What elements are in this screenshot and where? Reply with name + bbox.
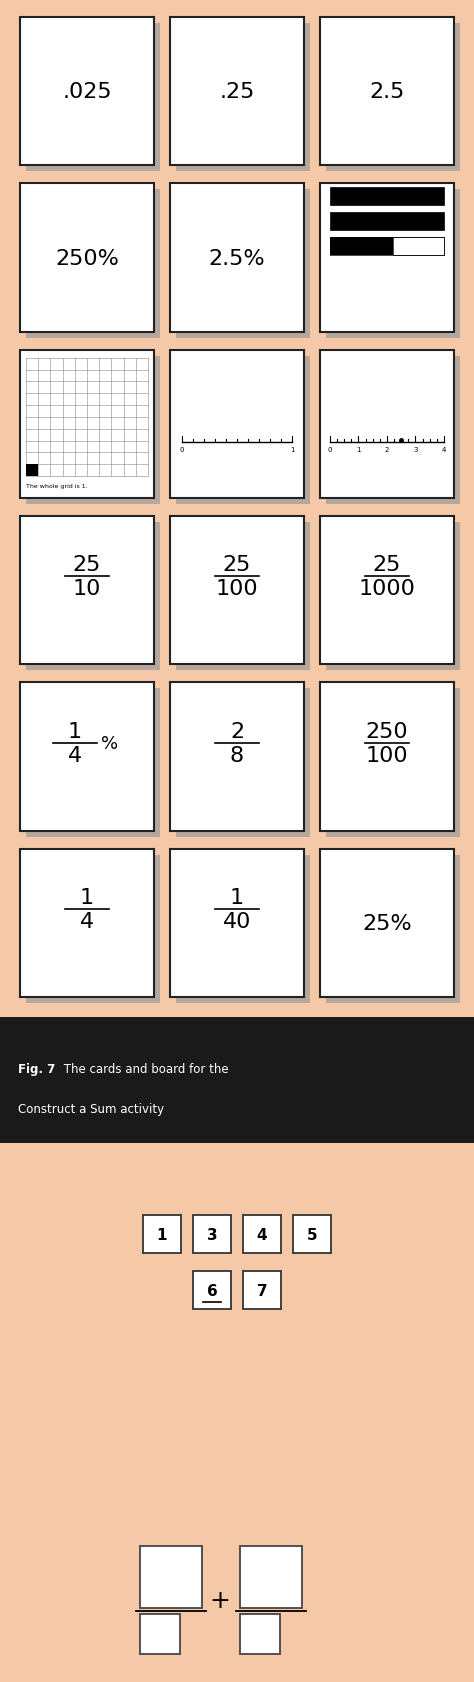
Bar (0, 0, 474, 1018)
Bar (176, 24, 310, 172)
Text: 25: 25 (223, 555, 251, 575)
Bar (176, 856, 310, 1004)
Bar (176, 357, 310, 505)
Bar (140, 1615, 180, 1653)
Bar (20, 516, 154, 664)
Bar (20, 849, 154, 997)
Bar (26, 856, 160, 1004)
Text: 2.5: 2.5 (369, 82, 405, 103)
Bar (320, 19, 454, 167)
Bar (176, 190, 310, 338)
Bar (330, 239, 444, 256)
Text: 4: 4 (68, 745, 82, 765)
Text: Fig. 7: Fig. 7 (18, 1063, 55, 1075)
Bar (326, 24, 460, 172)
Bar (170, 849, 304, 997)
Text: 4: 4 (257, 1228, 267, 1243)
Text: 6: 6 (207, 1283, 218, 1299)
Text: %: % (101, 735, 118, 752)
Text: The whole grid is 1.: The whole grid is 1. (26, 483, 88, 488)
Bar (170, 350, 304, 500)
Bar (326, 357, 460, 505)
Text: 1: 1 (290, 446, 294, 452)
Bar (320, 683, 454, 831)
Bar (170, 683, 304, 831)
Bar (293, 1216, 331, 1253)
Text: 10: 10 (73, 579, 101, 599)
Bar (20, 683, 154, 831)
Bar (326, 523, 460, 671)
Bar (240, 1615, 280, 1653)
Bar (26, 357, 160, 505)
Bar (26, 24, 160, 172)
Text: 0: 0 (180, 446, 184, 452)
Bar (0, 1144, 474, 1682)
Text: +: + (210, 1588, 230, 1611)
Text: 1: 1 (80, 888, 94, 908)
Bar (26, 190, 160, 338)
Bar (320, 350, 454, 500)
Text: 250%: 250% (55, 249, 119, 269)
Text: 4: 4 (80, 912, 94, 932)
Bar (326, 856, 460, 1004)
Bar (170, 516, 304, 664)
Bar (330, 188, 444, 207)
Text: 1: 1 (157, 1228, 167, 1243)
Bar (26, 690, 160, 838)
Bar (170, 185, 304, 333)
Text: 25%: 25% (362, 913, 412, 934)
Bar (243, 1216, 281, 1253)
Bar (0, 1018, 474, 1144)
Bar (143, 1216, 181, 1253)
Text: 1: 1 (356, 446, 361, 452)
Text: 100: 100 (216, 579, 258, 599)
Bar (140, 1546, 202, 1608)
Bar (320, 185, 454, 333)
Text: 40: 40 (223, 912, 251, 932)
Bar (26, 464, 38, 476)
Text: The cards and board for the: The cards and board for the (60, 1063, 228, 1075)
Text: 1: 1 (230, 888, 244, 908)
Bar (330, 239, 392, 256)
Text: 4: 4 (442, 446, 446, 452)
Bar (20, 19, 154, 167)
Text: 5: 5 (307, 1228, 317, 1243)
Text: .25: .25 (219, 82, 255, 103)
Text: 2: 2 (385, 446, 389, 452)
Text: 8: 8 (230, 745, 244, 765)
Bar (320, 516, 454, 664)
Bar (392, 239, 444, 256)
Bar (330, 214, 444, 230)
Text: 3: 3 (413, 446, 418, 452)
Text: Construct a Sum activity: Construct a Sum activity (18, 1102, 164, 1115)
Bar (20, 185, 154, 333)
Text: 100: 100 (365, 745, 408, 765)
Bar (193, 1216, 231, 1253)
Text: 0: 0 (328, 446, 332, 452)
Bar (243, 1272, 281, 1310)
Bar (326, 190, 460, 338)
Bar (176, 523, 310, 671)
Text: 25: 25 (373, 555, 401, 575)
Bar (320, 849, 454, 997)
Text: 250: 250 (365, 722, 408, 742)
Bar (240, 1546, 302, 1608)
Text: 7: 7 (257, 1283, 267, 1299)
Bar (26, 523, 160, 671)
Bar (193, 1272, 231, 1310)
Text: 25: 25 (73, 555, 101, 575)
Bar (170, 19, 304, 167)
Text: .025: .025 (62, 82, 112, 103)
Bar (176, 690, 310, 838)
Text: 3: 3 (207, 1228, 217, 1243)
Bar (20, 350, 154, 500)
Text: 1: 1 (68, 722, 82, 742)
Text: 2: 2 (230, 722, 244, 742)
Bar (326, 690, 460, 838)
Text: 1000: 1000 (358, 579, 415, 599)
Text: 2.5%: 2.5% (209, 249, 265, 269)
